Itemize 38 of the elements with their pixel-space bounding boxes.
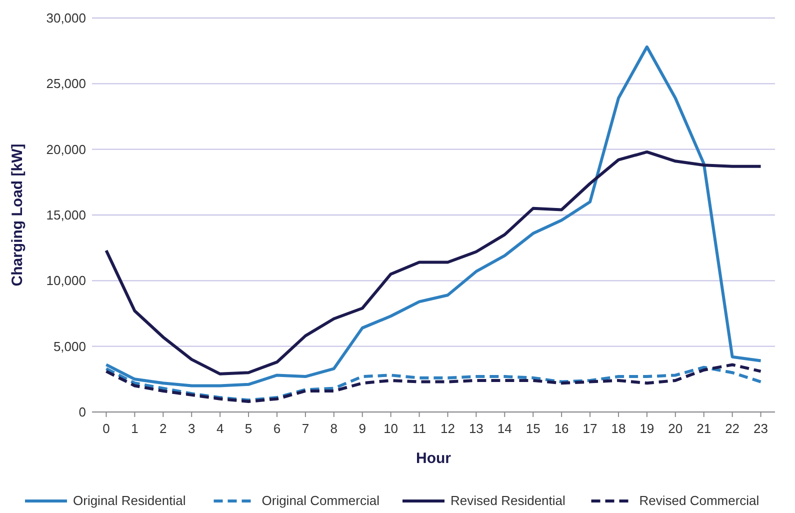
legend-label: Revised Residential bbox=[450, 493, 566, 508]
x-tick-label: 19 bbox=[640, 421, 654, 436]
x-tick-label: 20 bbox=[668, 421, 683, 436]
x-tick-label: 17 bbox=[582, 421, 598, 436]
legend-label: Original Residential bbox=[73, 493, 186, 508]
y-tick-label: 5,000 bbox=[53, 338, 86, 354]
x-tick-label: 11 bbox=[412, 421, 426, 436]
x-tick-label: 7 bbox=[302, 421, 310, 436]
x-tick-label: 14 bbox=[497, 421, 512, 436]
x-tick-label: 12 bbox=[440, 421, 455, 436]
x-tick-label: 21 bbox=[696, 421, 712, 436]
x-axis-title: Hour bbox=[416, 450, 452, 467]
x-tick-label: 9 bbox=[358, 421, 366, 436]
y-tick-label: 20,000 bbox=[46, 142, 86, 157]
x-tick-label: 5 bbox=[244, 421, 252, 436]
y-tick-label: 10,000 bbox=[46, 273, 86, 288]
x-tick-label: 3 bbox=[188, 421, 196, 436]
line-series bbox=[104, 150, 762, 376]
x-tick-label: 23 bbox=[754, 421, 768, 436]
y-tick-label: 15,000 bbox=[46, 208, 86, 222]
x-tick-label: 10 bbox=[384, 421, 398, 436]
x-tick-label: 4 bbox=[216, 421, 224, 436]
x-tick-label: 16 bbox=[554, 421, 569, 436]
x-tick-label: 13 bbox=[468, 421, 484, 436]
y-tick-label: 0 bbox=[78, 404, 86, 420]
x-tick-label: 0 bbox=[102, 421, 110, 436]
x-tick-label: 15 bbox=[526, 421, 540, 436]
y-axis-title: Charging Load [kW] bbox=[9, 144, 26, 286]
y-tick-label: 25,000 bbox=[46, 76, 86, 92]
y-tick-label: 30,000 bbox=[46, 10, 86, 26]
x-tick-label: 2 bbox=[160, 421, 167, 436]
x-tick-label: 22 bbox=[725, 421, 740, 436]
x-tick-label: 6 bbox=[273, 421, 281, 436]
legend-label: Original Commercial bbox=[262, 493, 380, 508]
x-tick-label: 18 bbox=[611, 421, 626, 436]
x-tick-label: 1 bbox=[131, 421, 138, 436]
x-tick-label: 8 bbox=[330, 421, 338, 436]
legend-label: Revised Commercial bbox=[639, 493, 760, 508]
